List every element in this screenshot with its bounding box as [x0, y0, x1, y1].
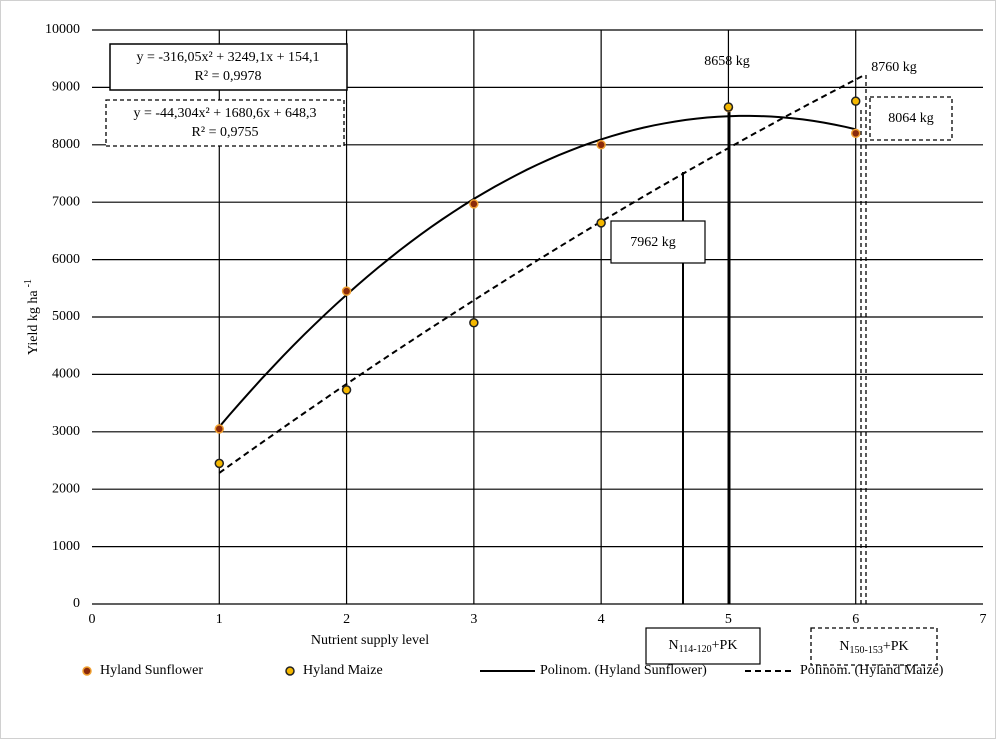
x-tick-label: 1	[216, 612, 223, 627]
x-tick-label: 0	[89, 612, 96, 627]
equation-box	[105, 99, 345, 147]
data-point	[341, 286, 352, 296]
annotation-box	[610, 220, 706, 264]
y-tick-label: 2000	[52, 481, 80, 496]
r-squared: R² = 0,9978	[195, 69, 262, 84]
data-point	[596, 218, 606, 228]
legend-label: Hyland Sunflower	[100, 663, 203, 678]
y-tick-label: 0	[73, 596, 80, 611]
equation-box	[109, 43, 348, 91]
legend-label: Polinom. (Hyland Maize)	[800, 663, 944, 678]
level-main: N	[839, 639, 849, 654]
data-point	[469, 199, 479, 209]
data-point	[214, 458, 225, 469]
data-point	[596, 140, 606, 150]
level-tail: +PK	[883, 639, 909, 654]
equation: y = -316,05x² + 3249,1x + 154,1	[136, 50, 319, 65]
level-box	[810, 627, 938, 666]
level-main: N	[669, 638, 679, 653]
y-tick-label: 9000	[52, 80, 80, 95]
annotation: 7962 kg	[630, 235, 676, 250]
x-tick-label: 2	[343, 612, 350, 627]
legend-marker	[285, 666, 295, 676]
level-label: N150-153+PK	[839, 639, 908, 656]
equation: y = -44,304x² + 1680,6x + 648,3	[133, 106, 316, 121]
legend-label: Polinom. (Hyland Sunflower)	[540, 663, 707, 678]
level-label: N114-120+PK	[669, 638, 738, 655]
x-axis-title: Nutrient supply level	[311, 633, 429, 648]
data-point	[469, 317, 479, 328]
legend-label: Hyland Maize	[303, 663, 383, 678]
x-tick-label: 5	[725, 612, 732, 627]
x-tick-label: 7	[980, 612, 987, 627]
y-tick-label: 8000	[52, 137, 80, 152]
y-axis-title-text: Yield kg ha -1	[23, 279, 41, 355]
y-label-main: Yield kg ha	[26, 290, 41, 355]
y-tick-label: 1000	[52, 539, 80, 554]
y-tick-label: 7000	[52, 194, 80, 209]
annotation: 8760 kg	[871, 60, 917, 75]
level-tail: +PK	[712, 638, 738, 653]
y-tick-label: 4000	[52, 367, 80, 382]
y-tick-label: 5000	[52, 309, 80, 324]
r-squared: R² = 0,9755	[192, 125, 259, 140]
y-label-sup: -1	[23, 279, 34, 287]
y-tick-label: 6000	[52, 252, 80, 267]
data-point	[723, 102, 734, 112]
data-point	[214, 424, 225, 434]
level-box	[645, 627, 761, 665]
x-tick-label: 4	[598, 612, 605, 627]
x-tick-label: 3	[470, 612, 477, 627]
y-tick-label: 10000	[45, 22, 80, 37]
annotation-box	[869, 96, 953, 141]
x-tick-label: 6	[852, 612, 859, 627]
data-point	[341, 385, 352, 395]
y-axis-title: Yield kg ha -1	[23, 279, 41, 355]
annotation: 8658 kg	[704, 54, 750, 69]
y-tick-label: 3000	[52, 424, 80, 439]
level-sub: 150-153	[849, 645, 882, 656]
data-point	[850, 128, 861, 139]
data-point	[850, 96, 861, 106]
trendline	[218, 114, 856, 428]
annotation: 8064 kg	[888, 111, 934, 126]
level-sub: 114-120	[679, 644, 712, 655]
legend-marker	[82, 666, 92, 676]
trendline	[218, 75, 863, 474]
